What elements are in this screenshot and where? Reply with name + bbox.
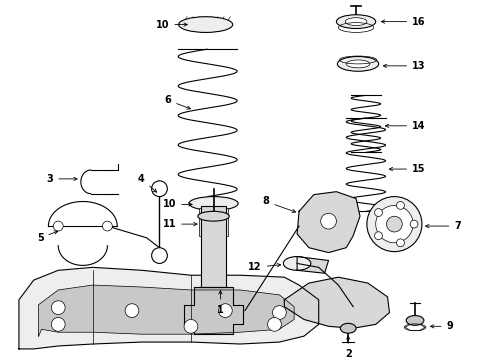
- Polygon shape: [184, 287, 243, 334]
- Ellipse shape: [341, 323, 356, 333]
- Text: 12: 12: [248, 262, 281, 273]
- Circle shape: [374, 232, 382, 240]
- Circle shape: [51, 318, 65, 331]
- Ellipse shape: [338, 57, 379, 71]
- Circle shape: [151, 181, 168, 197]
- Circle shape: [320, 213, 337, 229]
- Text: 5: 5: [37, 231, 58, 243]
- Text: 13: 13: [383, 61, 426, 71]
- Circle shape: [396, 239, 404, 247]
- Ellipse shape: [179, 17, 233, 32]
- Text: 15: 15: [389, 164, 426, 174]
- Ellipse shape: [198, 211, 229, 221]
- Polygon shape: [297, 257, 329, 273]
- Polygon shape: [284, 277, 390, 328]
- Text: 7: 7: [426, 221, 461, 231]
- Circle shape: [272, 306, 286, 319]
- Ellipse shape: [337, 15, 376, 28]
- Circle shape: [102, 221, 112, 231]
- Text: 16: 16: [381, 17, 426, 27]
- Ellipse shape: [346, 60, 370, 68]
- Text: 14: 14: [385, 121, 426, 131]
- Polygon shape: [39, 285, 294, 336]
- Text: 6: 6: [165, 95, 191, 109]
- Bar: [201, 206, 226, 287]
- Text: 10: 10: [163, 199, 192, 210]
- Text: 2: 2: [345, 336, 352, 359]
- Circle shape: [184, 319, 198, 333]
- Ellipse shape: [345, 18, 367, 26]
- Ellipse shape: [367, 197, 422, 252]
- Ellipse shape: [283, 257, 311, 270]
- Text: 11: 11: [163, 219, 197, 229]
- Circle shape: [374, 208, 382, 216]
- Text: 10: 10: [156, 19, 187, 30]
- Ellipse shape: [406, 315, 424, 325]
- Circle shape: [51, 301, 65, 315]
- Text: 1: 1: [217, 291, 224, 315]
- Polygon shape: [19, 267, 318, 349]
- Circle shape: [396, 202, 404, 210]
- Ellipse shape: [387, 216, 402, 232]
- Circle shape: [219, 304, 232, 318]
- Circle shape: [125, 304, 139, 318]
- Circle shape: [268, 318, 281, 331]
- Bar: [199, 208, 228, 236]
- Circle shape: [410, 220, 418, 228]
- Circle shape: [151, 248, 168, 264]
- Circle shape: [53, 221, 63, 231]
- Polygon shape: [297, 192, 360, 253]
- Text: 4: 4: [138, 174, 157, 192]
- Text: 9: 9: [431, 321, 453, 331]
- Ellipse shape: [376, 206, 413, 243]
- Text: 8: 8: [263, 197, 295, 212]
- Ellipse shape: [189, 197, 238, 210]
- Text: 3: 3: [47, 174, 77, 184]
